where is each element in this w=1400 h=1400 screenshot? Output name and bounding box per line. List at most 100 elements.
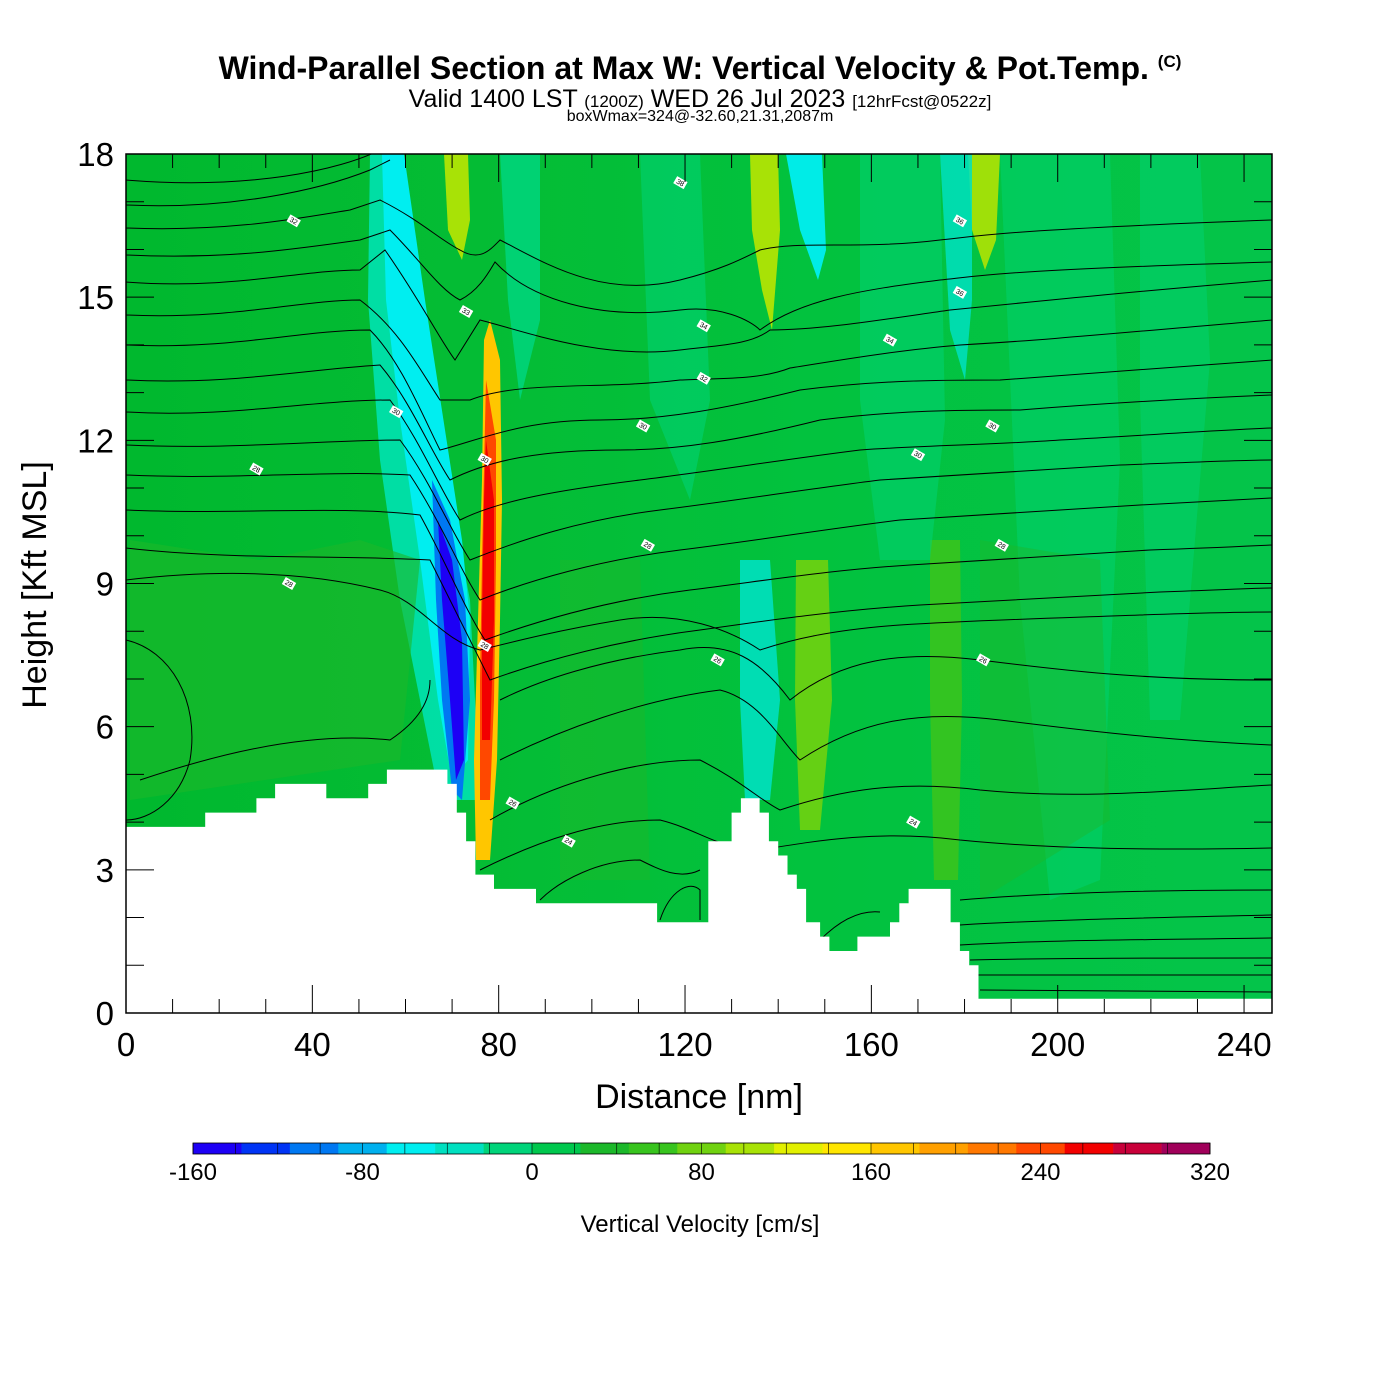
isentrope-line xyxy=(126,364,1272,481)
isentrope-label-box xyxy=(696,371,711,385)
chart-title: Wind-Parallel Section at Max W: Vertical… xyxy=(0,50,1400,87)
isentrope-label-box xyxy=(976,653,991,667)
y-tick-label: 0 xyxy=(96,995,114,1032)
isentrope-label-box xyxy=(906,815,921,829)
isentrope-label: 38 xyxy=(673,176,688,190)
colorbar-swatch xyxy=(483,1143,533,1154)
isentrope-line xyxy=(126,329,1272,451)
isentrope-line xyxy=(126,547,1272,681)
valid-date: WED 26 Jul 2023 xyxy=(650,85,846,113)
isentrope-label: 26 xyxy=(976,653,991,667)
isentrope-line xyxy=(126,639,193,821)
isentrope-line xyxy=(126,249,1272,361)
isentrope-label: 33 xyxy=(458,305,474,318)
isentrope-label: 30 xyxy=(389,405,404,419)
isentrope-label-box xyxy=(389,405,404,419)
isentrope-line xyxy=(126,154,373,184)
isentrope-label: 24 xyxy=(906,815,921,829)
isentrope-label-box xyxy=(505,796,520,810)
colorbar-swatch xyxy=(289,1143,339,1154)
velocity-band xyxy=(795,560,832,830)
isentrope-label: 36 xyxy=(952,285,968,299)
isentrope-label-box xyxy=(281,577,297,590)
isentrope-label-text: 36 xyxy=(954,288,964,298)
isentrope-label: 30 xyxy=(635,419,651,433)
isentrope-line xyxy=(499,689,1272,761)
isentrope-line xyxy=(126,229,1272,331)
colorbar-swatch xyxy=(628,1143,678,1154)
colorbar-swatch xyxy=(1161,1143,1211,1154)
chart-subtitle: Valid 1400 LST (1200Z) WED 26 Jul 2023 [… xyxy=(0,85,1400,114)
isentrope-line xyxy=(499,646,1272,701)
colorbar-tick-label: 320 xyxy=(1190,1159,1230,1186)
isentrope-label: 30 xyxy=(477,452,492,466)
isentrope-line xyxy=(959,889,1272,901)
isentrope-label-text: 28 xyxy=(283,579,293,589)
velocity-band xyxy=(438,520,464,780)
isentrope-line xyxy=(126,473,1272,601)
isentrope-label-box xyxy=(910,448,926,462)
colorbar-tick-label: 160 xyxy=(851,1159,891,1186)
velocity-band xyxy=(980,540,1110,900)
colorbar-swatch xyxy=(774,1143,823,1154)
colorbar-swatch xyxy=(193,1143,242,1154)
colorbar-tick-label: -160 xyxy=(169,1159,217,1186)
isentrope-line xyxy=(539,859,701,901)
terrain-mask xyxy=(126,769,1272,1013)
velocity-band xyxy=(560,560,650,880)
isentrope-label-text: 32 xyxy=(288,217,298,227)
isentrope-label-text: 24 xyxy=(563,837,573,847)
colorbar-swatch xyxy=(967,1143,1017,1154)
isentrope-label-text: 28 xyxy=(996,541,1006,551)
isentrope-label-box xyxy=(673,176,688,190)
y-tick-label: 12 xyxy=(77,422,114,459)
velocity-band xyxy=(1140,154,1210,720)
velocity-band xyxy=(860,154,945,560)
x-tick-label: 40 xyxy=(294,1026,331,1063)
valid-time-utc: (1200Z) xyxy=(584,92,644,111)
isentrope-label-text: 32 xyxy=(698,374,708,384)
isentrope-label-text: 30 xyxy=(987,422,997,432)
velocity-band xyxy=(444,154,470,260)
isentrope-line xyxy=(139,679,431,781)
isentrope-line xyxy=(959,914,1272,926)
colorbar-swatch xyxy=(725,1143,775,1154)
isentrope-line xyxy=(126,509,1272,641)
chart-title-main: Wind-Parallel Section at Max W: Vertical… xyxy=(218,50,1149,86)
colorbar-title: Vertical Velocity [cm/s] xyxy=(581,1211,820,1238)
isentrope-label: 28 xyxy=(640,538,655,552)
isentrope-line xyxy=(979,989,1272,993)
isentrope-line xyxy=(959,937,1272,946)
isentrope-line xyxy=(126,399,1272,521)
x-tick-label: 200 xyxy=(1030,1026,1085,1063)
isentrope-label: 36 xyxy=(952,214,968,228)
isentrope-label-box xyxy=(286,214,301,228)
isentrope-label-box xyxy=(882,333,898,347)
isentrope-line xyxy=(969,957,1272,961)
velocity-band xyxy=(750,154,780,330)
y-tick-label: 6 xyxy=(96,709,114,746)
x-tick-label: 0 xyxy=(117,1026,135,1063)
box-wmax-info: boxWmax=324@-32.60,21.31,2087m xyxy=(566,108,834,125)
isentrope-label: 24 xyxy=(561,834,576,848)
isentrope-label: 32 xyxy=(286,214,301,228)
isentrope-label-text: 26 xyxy=(712,656,722,666)
isentrope-label-box xyxy=(985,419,1000,433)
colorbar-swatch xyxy=(871,1143,920,1154)
isentrope-label-box xyxy=(249,462,264,476)
colorbar-tick-label: 80 xyxy=(688,1159,715,1186)
colorbar-swatch xyxy=(822,1143,872,1154)
isentrope-label: 34 xyxy=(696,319,711,333)
colorbar-swatch xyxy=(580,1143,630,1154)
colorbar-swatch xyxy=(532,1143,581,1154)
colorbar-tick-label: 0 xyxy=(525,1159,538,1186)
isentrope-label-text: 28 xyxy=(479,641,489,651)
isentrope-label-text: 33 xyxy=(460,307,470,317)
isentrope-line xyxy=(126,439,1272,561)
isentrope-line xyxy=(819,911,881,941)
colorbar-tick-label: 240 xyxy=(1020,1159,1060,1186)
isentrope-label: 34 xyxy=(882,333,898,347)
isentrope-label-text: 26 xyxy=(507,799,517,809)
isentrope-label: 32 xyxy=(696,371,711,385)
velocity-band xyxy=(940,154,972,380)
